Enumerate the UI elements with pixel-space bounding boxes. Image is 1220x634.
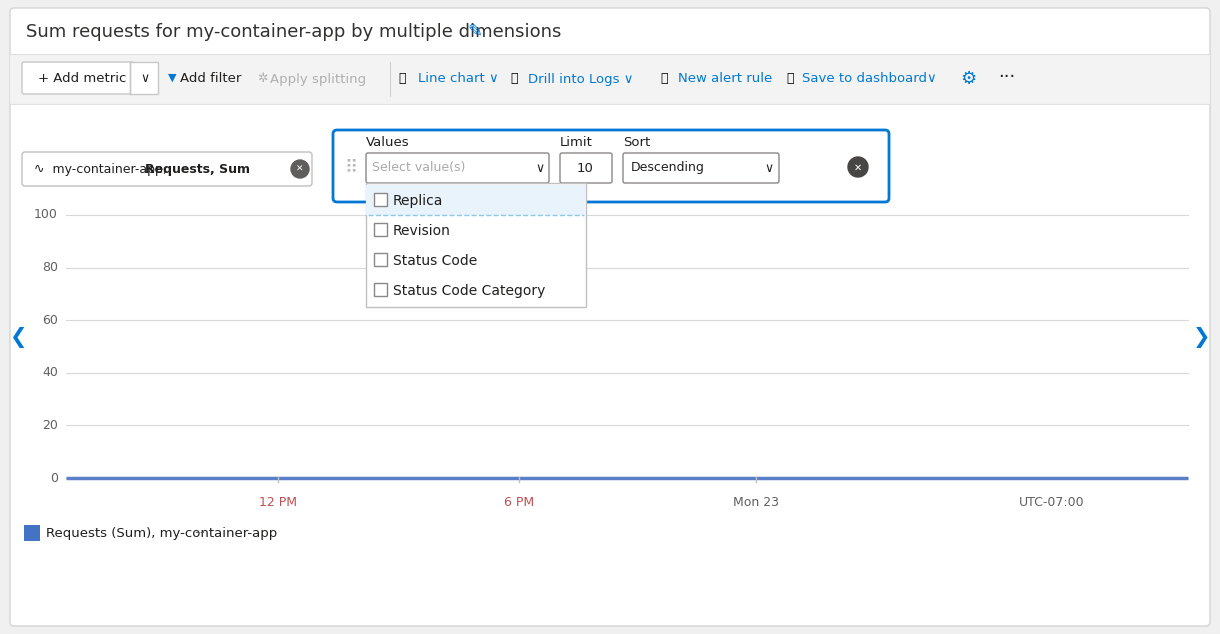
FancyBboxPatch shape: [366, 153, 549, 183]
Text: UTC-07:00: UTC-07:00: [1019, 496, 1085, 509]
Text: ✕: ✕: [296, 165, 304, 174]
Text: --: --: [192, 526, 205, 540]
Text: ∨: ∨: [536, 162, 544, 174]
Text: ∨: ∨: [140, 72, 149, 86]
Bar: [366, 185, 586, 215]
FancyBboxPatch shape: [623, 153, 780, 183]
FancyBboxPatch shape: [333, 130, 889, 202]
Text: 100: 100: [34, 209, 59, 221]
Text: Line chart ∨: Line chart ∨: [418, 72, 499, 86]
Text: Requests (Sum), my-container-app: Requests (Sum), my-container-app: [46, 526, 277, 540]
FancyBboxPatch shape: [560, 153, 612, 183]
Text: 40: 40: [43, 366, 59, 379]
Text: Requests, Sum: Requests, Sum: [145, 162, 250, 176]
Bar: [366, 183, 586, 307]
Circle shape: [848, 157, 867, 177]
Text: 💾: 💾: [786, 72, 793, 84]
Bar: [375, 253, 387, 266]
Text: ···: ···: [998, 68, 1015, 86]
Text: Save to dashboard∨: Save to dashboard∨: [802, 72, 937, 86]
Text: ✕: ✕: [854, 162, 863, 172]
Bar: [375, 223, 387, 236]
Text: New alert rule: New alert rule: [678, 72, 772, 86]
Text: 10: 10: [577, 162, 594, 174]
Bar: [10, 54, 1210, 104]
Text: 📈: 📈: [398, 72, 405, 84]
Text: ❯: ❯: [1193, 327, 1210, 347]
Text: Sort: Sort: [623, 136, 650, 150]
Bar: [131, 62, 159, 94]
Text: Descending: Descending: [631, 162, 705, 174]
Text: Status Code Category: Status Code Category: [393, 284, 545, 298]
Text: 📋: 📋: [510, 72, 517, 84]
Text: ✲: ✲: [257, 72, 267, 84]
Text: Drill into Logs ∨: Drill into Logs ∨: [528, 72, 633, 86]
Text: Add filter: Add filter: [181, 72, 242, 86]
Text: Mon 23: Mon 23: [733, 496, 780, 509]
Text: Limit: Limit: [560, 136, 593, 150]
Text: ⠿: ⠿: [344, 158, 357, 176]
Bar: [375, 283, 387, 296]
Text: + Add metric: + Add metric: [38, 72, 127, 86]
Text: 6 PM: 6 PM: [504, 496, 534, 509]
Text: ✎: ✎: [467, 23, 482, 41]
Text: 0: 0: [50, 472, 59, 484]
Text: ∨: ∨: [764, 162, 773, 174]
Text: Replica: Replica: [393, 194, 443, 208]
Text: ∿  my-container-app,: ∿ my-container-app,: [34, 162, 171, 176]
Text: 60: 60: [43, 314, 59, 327]
Text: ⚙: ⚙: [960, 70, 976, 88]
Text: Apply splitting: Apply splitting: [270, 72, 366, 86]
Text: 🔔: 🔔: [660, 72, 667, 84]
Bar: [375, 193, 387, 206]
FancyBboxPatch shape: [22, 152, 312, 186]
Text: ▼: ▼: [168, 73, 177, 83]
Text: Select value(s): Select value(s): [372, 162, 465, 174]
Text: 20: 20: [43, 419, 59, 432]
Text: 12 PM: 12 PM: [259, 496, 296, 509]
Text: Values: Values: [366, 136, 410, 150]
Circle shape: [292, 160, 309, 178]
Text: ❮: ❮: [10, 327, 27, 347]
FancyBboxPatch shape: [22, 62, 134, 94]
FancyBboxPatch shape: [10, 8, 1210, 626]
Text: Revision: Revision: [393, 224, 451, 238]
Text: 80: 80: [41, 261, 59, 274]
Text: Status Code: Status Code: [393, 254, 477, 268]
Bar: [24, 525, 40, 541]
Text: Sum requests for my-container-app by multiple dimensions: Sum requests for my-container-app by mul…: [26, 23, 561, 41]
